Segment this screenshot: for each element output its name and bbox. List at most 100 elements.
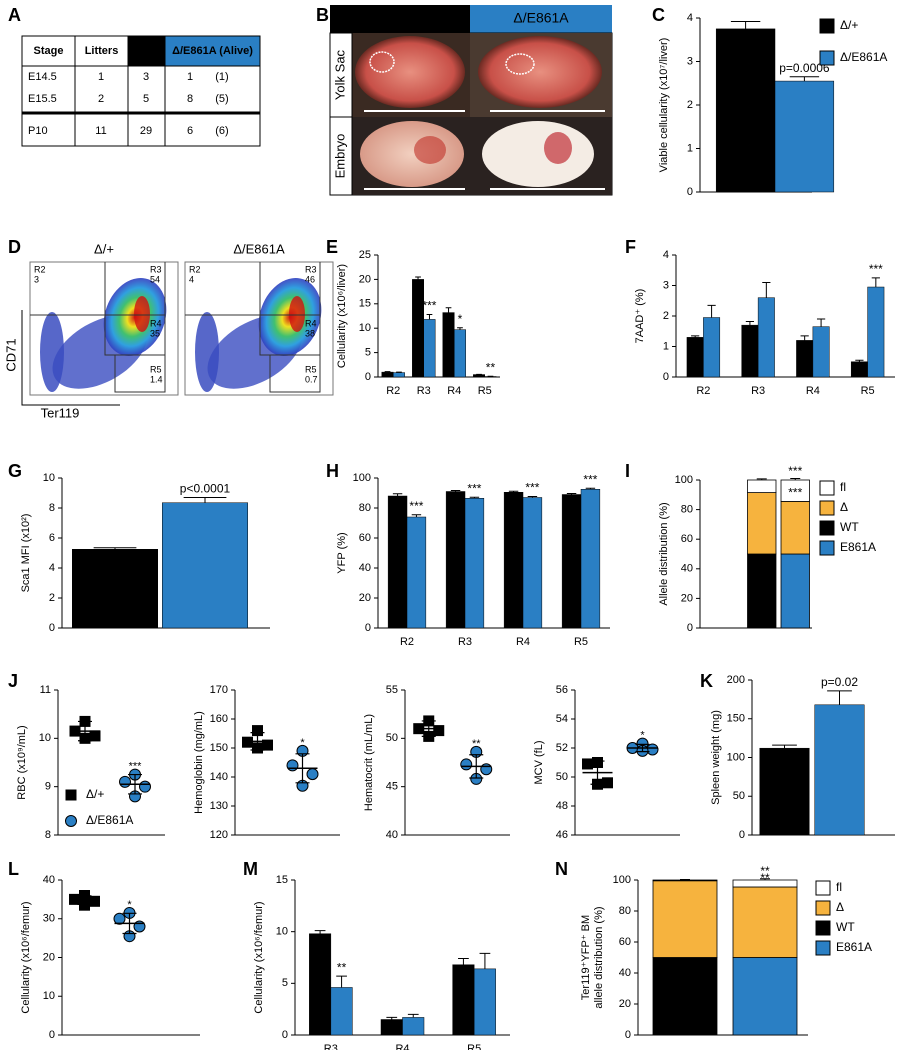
panel-letter: C [652, 5, 665, 25]
panel-letter: E [326, 237, 338, 257]
data-point [286, 759, 299, 772]
y-tick-label: 2 [49, 592, 55, 604]
error-bar [336, 975, 347, 988]
annotation: ** [472, 738, 481, 750]
y-tick-label: 8 [45, 829, 51, 841]
row-label: Embryo [332, 134, 347, 179]
error-bar [508, 490, 519, 493]
annotation: p=0.02 [821, 675, 858, 689]
y-tick-label: 150 [727, 713, 745, 725]
x-tick-label: R4 [516, 636, 530, 648]
error-bar [800, 335, 809, 341]
y-tick-label: 48 [556, 800, 568, 812]
bar [580, 489, 601, 629]
error-bar [827, 690, 852, 705]
y-axis-label: Viable cellularity (x10⁷/liver) [658, 38, 670, 173]
bar-segment [652, 880, 718, 958]
y-tick-label: 30 [43, 913, 55, 925]
table-cell: 1 [187, 71, 193, 83]
bar [741, 324, 759, 378]
header-cell [128, 36, 165, 66]
legend-label: Δ/E861A [86, 813, 133, 827]
error-bar [790, 478, 801, 480]
x-tick-label: R4 [806, 385, 820, 397]
bar [452, 964, 475, 1036]
y-axis-label: Hematocrit (mL/mL) [363, 714, 375, 811]
y-tick-label: 60 [359, 532, 371, 544]
table-cell: (6) [215, 125, 228, 137]
panel-letter: I [625, 461, 630, 481]
table-cell: 3 [143, 71, 149, 83]
y-tick-label: 10 [359, 322, 371, 334]
legend-swatch [815, 880, 831, 896]
y-tick-label: 10 [39, 732, 51, 744]
data-point [480, 763, 493, 776]
error-bar [871, 277, 880, 288]
bar [503, 492, 524, 629]
x-tick-label: R5 [478, 385, 492, 397]
x-tick-label: R2 [386, 385, 400, 397]
y-tick-label: 50 [733, 790, 745, 802]
sd-bar [469, 754, 484, 779]
panel-letter: A [8, 5, 21, 25]
y-tick-label: 20 [359, 273, 371, 285]
error-bar [566, 492, 577, 495]
y-tick-label: 40 [619, 967, 631, 979]
y-tick-label: 0 [282, 1029, 288, 1041]
sd-bar [78, 720, 92, 742]
y-tick-label: 0 [365, 622, 371, 634]
x-tick-label: R3 [751, 385, 765, 397]
x-tick-label: R3 [458, 636, 472, 648]
gate-name: R4 [305, 318, 317, 328]
y-tick-label: 10 [276, 926, 288, 938]
y-axis-label: Spleen weight (mg) [710, 710, 722, 805]
y-tick-label: 0 [687, 622, 693, 634]
panel-letter: M [243, 859, 258, 879]
table-cell: (1) [215, 71, 228, 83]
bar [774, 80, 835, 193]
gate-value: 46 [305, 274, 315, 284]
annotation: *** [525, 481, 539, 495]
y-axis-label: YFP (%) [336, 532, 348, 573]
annotation: *** [788, 486, 802, 500]
bar-segment [780, 553, 810, 629]
bar-segment [747, 492, 777, 555]
panel-letter: L [8, 859, 19, 879]
annotation: * [640, 730, 645, 742]
data-point [139, 780, 151, 793]
y-tick-label: 5 [365, 347, 371, 359]
error-bar [756, 478, 767, 480]
y-tick-label: 20 [359, 592, 371, 604]
table-header: Δ/+ [138, 45, 155, 57]
bar [393, 372, 405, 378]
y-tick-label: 10 [43, 472, 55, 484]
x-tick-label: R5 [467, 1043, 481, 1050]
gate [185, 262, 321, 393]
table-cell: 11 [95, 125, 106, 137]
gate-name: R3 [305, 264, 317, 274]
y-tick-label: 2 [687, 99, 693, 111]
y-tick-label: 40 [359, 562, 371, 574]
legend-label: WT [840, 520, 859, 534]
sd-bar [635, 743, 650, 753]
annotation: p=0.0006 [779, 61, 830, 75]
annotation: *** [409, 499, 423, 513]
legend-label: Δ [840, 500, 848, 514]
data-point [582, 758, 593, 770]
bar [381, 371, 394, 378]
y-tick-label: 50 [556, 771, 568, 783]
legend-swatch [819, 500, 835, 516]
data-point [113, 912, 126, 925]
table-cell: 2 [98, 93, 104, 105]
y-tick-label: 4 [663, 249, 669, 261]
panel-letter: N [555, 859, 568, 879]
gate-name: R2 [34, 264, 46, 274]
table-cell: P10 [28, 125, 48, 137]
bar [561, 494, 582, 629]
legend-swatch [819, 480, 835, 496]
bar-segment [780, 501, 810, 555]
bar [454, 329, 466, 378]
bar [387, 495, 408, 629]
bar [814, 704, 865, 836]
bar [442, 312, 455, 378]
